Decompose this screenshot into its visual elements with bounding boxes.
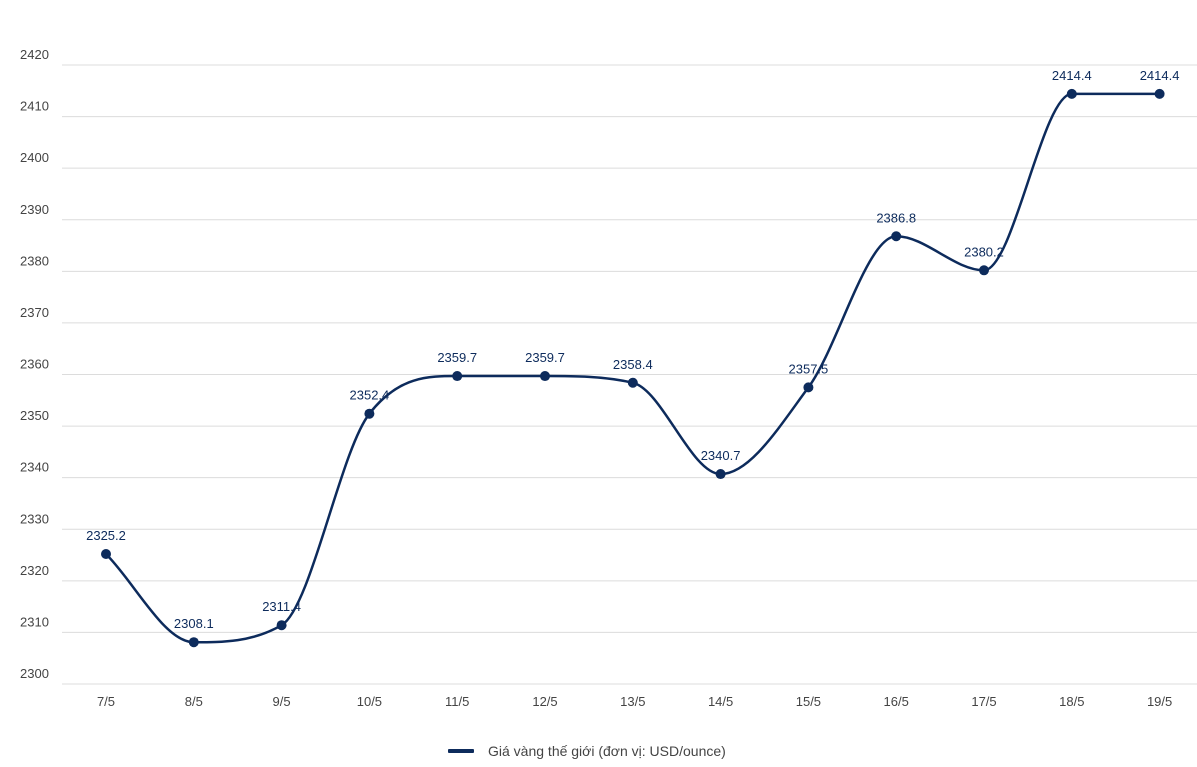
legend-label: Giá vàng thế giới (đơn vị: USD/ounce) [488, 743, 726, 759]
data-point[interactable] [1154, 88, 1165, 99]
y-axis-ticks: 2300 2310 2320 2330 2340 2350 2360 2370 2380 2390… [20, 47, 49, 681]
data-label: 2386.8 [876, 210, 916, 225]
x-tick-label: 13/5 [620, 694, 645, 709]
data-labels: 2325.2 2308.1 2311.4 2352.4 2359.7 2359.7 2358… [86, 68, 1179, 631]
y-tick-label: 2360 [20, 357, 49, 372]
x-tick-label: 12/5 [532, 694, 557, 709]
data-label: 2380.2 [964, 244, 1004, 259]
data-point[interactable] [101, 549, 111, 560]
data-points [101, 88, 1165, 648]
x-tick-label: 19/5 [1147, 694, 1172, 709]
data-point[interactable] [540, 371, 550, 382]
data-label: 2359.7 [437, 350, 477, 365]
x-tick-label: 8/5 [185, 694, 203, 709]
data-label: 2359.7 [525, 350, 565, 365]
data-point[interactable] [715, 469, 726, 480]
x-tick-label: 18/5 [1059, 694, 1084, 709]
x-tick-label: 17/5 [971, 694, 996, 709]
y-tick-label: 2410 [20, 99, 49, 114]
x-tick-label: 14/5 [708, 694, 733, 709]
x-tick-label: 7/5 [97, 694, 115, 709]
data-point[interactable] [979, 265, 989, 276]
data-label: 2340.7 [701, 448, 741, 463]
x-tick-label: 10/5 [357, 694, 382, 709]
y-tick-label: 2330 [20, 511, 49, 526]
data-label: 2357.5 [789, 361, 829, 376]
data-point[interactable] [364, 408, 375, 419]
x-tick-label: 15/5 [796, 694, 821, 709]
x-tick-label: 11/5 [445, 694, 469, 709]
y-tick-label: 2370 [20, 305, 49, 320]
y-tick-label: 2340 [20, 460, 49, 475]
y-tick-label: 2320 [20, 563, 49, 578]
data-label: 2308.1 [174, 616, 214, 631]
data-label: 2414.4 [1140, 68, 1180, 83]
gridlines [62, 64, 1197, 685]
y-tick-label: 2350 [20, 408, 49, 423]
data-point[interactable] [188, 637, 199, 648]
data-label: 2311.4 [262, 599, 301, 614]
data-point[interactable] [1066, 88, 1077, 99]
data-point[interactable] [627, 377, 638, 388]
y-tick-label: 2380 [20, 253, 49, 268]
x-axis-ticks: 7/5 8/5 9/5 10/5 11/5 12/5 13/5 14/5 15/5 16/5 17/… [97, 694, 1172, 709]
data-point[interactable] [452, 371, 463, 382]
data-label: 2358.4 [613, 357, 653, 372]
x-tick-label: 16/5 [884, 694, 909, 709]
y-tick-label: 2310 [20, 614, 49, 629]
data-label: 2352.4 [350, 388, 390, 403]
data-point[interactable] [891, 231, 902, 242]
data-label: 2325.2 [86, 528, 126, 543]
legend: Giá vàng thế giới (đơn vị: USD/ounce) [448, 741, 726, 761]
data-point[interactable] [276, 620, 287, 631]
data-point[interactable] [803, 382, 814, 393]
y-tick-label: 2300 [20, 666, 49, 681]
y-tick-label: 2400 [20, 150, 49, 165]
x-tick-label: 9/5 [273, 694, 291, 709]
data-label: 2414.4 [1052, 68, 1092, 83]
legend-swatch [448, 749, 474, 753]
y-tick-label: 2390 [20, 202, 49, 217]
y-tick-label: 2420 [20, 47, 49, 62]
